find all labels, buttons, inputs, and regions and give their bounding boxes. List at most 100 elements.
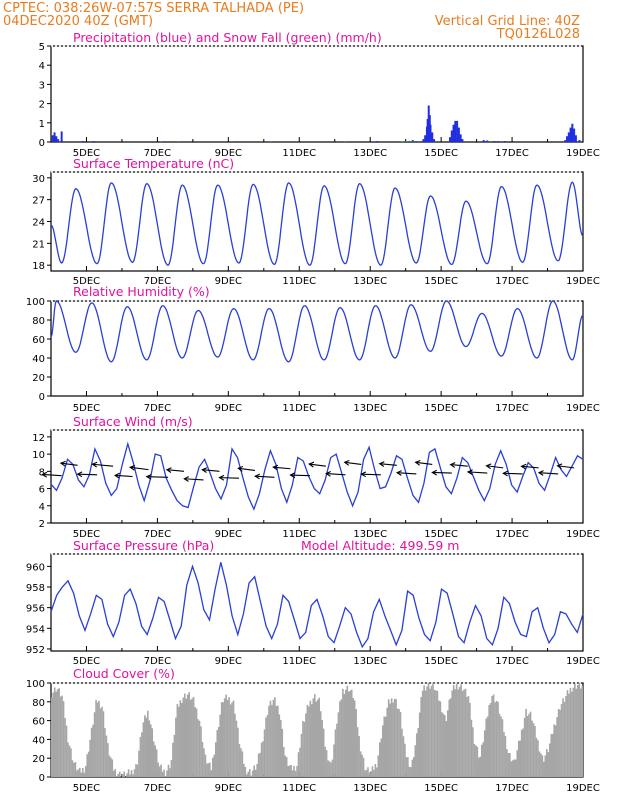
temperature-ytick-label: 21 <box>32 239 45 250</box>
temperature-title: Surface Temperature (nC) <box>73 156 234 171</box>
cloud-cover-bar <box>154 745 156 777</box>
humidity-ytick-label: 0 <box>39 392 45 403</box>
cloud-cover-bar <box>352 698 355 777</box>
cloud-cover-bar <box>110 757 112 777</box>
precip-ytick-label: 4 <box>39 61 45 72</box>
cloud-cover-bar <box>386 707 388 777</box>
cloud-cover-bar <box>146 710 149 777</box>
cloud-cover-bar <box>478 757 480 777</box>
precip-ytick-label: 0 <box>39 138 45 149</box>
cloud-cover-bar <box>194 707 196 777</box>
cloud-cover-bar <box>501 719 504 777</box>
wind-arrow-head <box>308 461 315 468</box>
pressure-panel: 952 954 956 958 960 5DEC 7DEC 9DEC 11DEC 13DEC 15D… <box>26 538 600 667</box>
precipitation-bar <box>452 124 455 142</box>
cloud-cover-bar <box>90 727 93 777</box>
cloud-cover-bar <box>445 721 448 777</box>
temperature-xtick-label: 7DEC <box>144 276 171 287</box>
wind-arrow-head <box>395 470 402 476</box>
cloud-cover-bar <box>272 699 275 777</box>
cloud-cover-bar <box>152 741 155 777</box>
cloud-cover-bar <box>578 683 581 777</box>
wind-arrow <box>290 474 310 477</box>
cloud-cover-bar <box>254 769 257 777</box>
cloud-cover-bar <box>410 767 412 777</box>
cloud-cover-bar <box>212 757 214 777</box>
cloud-cover-bar <box>333 744 335 777</box>
cloud-cover-bar <box>551 733 554 777</box>
cloud-cover-bar <box>278 714 281 777</box>
cloud-cover-bar <box>472 727 474 777</box>
wind-arrow <box>503 472 523 475</box>
precipitation-bar <box>459 134 462 142</box>
pressure-ytick-label: 952 <box>26 645 45 656</box>
cloud-cover-bar <box>67 742 69 777</box>
cloud-cover-bar <box>523 717 526 777</box>
cloud-cover-bar <box>528 713 530 777</box>
cloud-cover-bar <box>446 710 449 777</box>
cloud-cover-bar <box>380 738 383 777</box>
cloud-xtick-label: 7DEC <box>144 783 171 794</box>
cloud-cover-bar <box>197 719 199 777</box>
cloud-cover-bar <box>293 765 295 777</box>
wind-arrow <box>309 463 326 467</box>
cloud-cover-bar <box>185 698 188 777</box>
wind-ytick-label: 4 <box>39 502 45 513</box>
wind-arrow-head <box>41 471 48 478</box>
cloud-cover-bar <box>512 760 514 777</box>
cloud-cover-bar <box>411 759 414 777</box>
cloud-cover-bar <box>311 704 313 777</box>
cloud-cover-bar <box>455 683 458 777</box>
cloud-cover-bar <box>127 769 130 777</box>
precipitation-bar <box>344 141 347 142</box>
cloud-cover-bar <box>220 702 223 777</box>
cloud-cover-bar <box>62 701 65 777</box>
wind-arrow-head <box>520 463 527 470</box>
snowfall-bar <box>408 141 411 142</box>
header-location: CPTEC: 038:26W-07:57S SERRA TALHADA (PE) <box>3 1 304 16</box>
cloud-cover-bar <box>495 700 498 777</box>
cloud-cover-bar <box>105 735 108 777</box>
pressure-ytick-label: 958 <box>26 583 45 594</box>
temperature-xtick-label: 17DEC <box>495 276 529 287</box>
cloud-cover-bar <box>55 691 57 777</box>
cloud-cover-bar <box>537 740 539 777</box>
humidity-xtick-label: 13DEC <box>353 403 387 414</box>
wind-arrow <box>557 465 575 469</box>
cloud-ytick-label: 60 <box>32 717 45 728</box>
wind-xtick-label: 7DEC <box>144 529 171 540</box>
cloud-cover-bar <box>334 729 337 777</box>
cloud-cover-bar <box>291 770 294 777</box>
precip-ytick-label: 2 <box>39 100 45 111</box>
cloud-cover-bar <box>343 693 346 777</box>
cloud-cover-bar <box>203 748 205 777</box>
wind-arrow <box>60 462 78 466</box>
cloud-cover-bar <box>115 776 118 777</box>
cloud-cover-bar <box>151 728 154 777</box>
cloud-cover-bar <box>126 773 128 777</box>
cloud-cover-bar <box>79 767 81 777</box>
precip-ytick-label: 5 <box>39 42 45 53</box>
wind-arrow-head <box>343 459 350 466</box>
cloud-cover-bar <box>318 697 321 777</box>
temperature-panel: 18 21 24 27 30 5DEC 7DEC 9DEC 11DEC 13DEC 15DEC 17D… <box>32 156 600 287</box>
cloud-cover-bar <box>572 687 575 777</box>
cloud-cover-bar <box>161 771 164 777</box>
cloud-cover-bar <box>275 706 278 777</box>
precipitation-bar <box>566 136 569 142</box>
cloud-cover-bar <box>325 750 328 777</box>
cloud-cover-bar <box>247 771 250 777</box>
wind-arrow <box>130 466 149 471</box>
precipitation-bar <box>55 136 58 142</box>
cloud-cover-bar <box>349 690 352 777</box>
cloud-cover-bar <box>577 685 579 777</box>
wind-arrow-head <box>272 464 279 471</box>
wind-arrow <box>344 461 362 465</box>
wind-arrow-head <box>254 473 261 480</box>
cloud-cover-bar <box>550 734 553 777</box>
cloud-cover-bar <box>458 686 461 777</box>
cloud-cover-bar <box>520 729 523 777</box>
precipitation-bar <box>415 141 418 142</box>
cloud-cover-bar <box>277 705 279 777</box>
cloud-cover-bar <box>84 766 87 777</box>
